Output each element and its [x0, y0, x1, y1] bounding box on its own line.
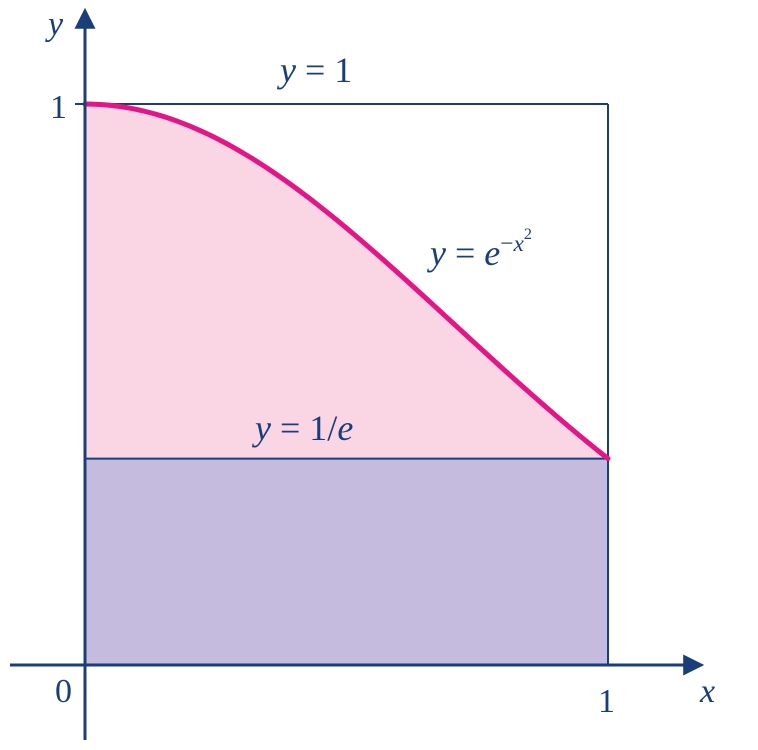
gaussian-area-chart: y x 0 1 1 y = 1 y = 1/e y = e−x2: [0, 0, 758, 750]
label-y-equals-inv-e: y = 1/e: [252, 408, 353, 448]
region-lower-rect: [85, 459, 608, 665]
ytick-1-label: 1: [50, 89, 67, 126]
y-axis-label: y: [45, 6, 64, 43]
label-y-equals-1: y = 1: [277, 50, 352, 90]
origin-label: 0: [55, 673, 72, 710]
xtick-1-label: 1: [598, 683, 615, 720]
region-under-curve: [85, 104, 608, 459]
x-axis-label: x: [699, 673, 715, 710]
label-curve-equation: y = e−x2: [427, 225, 532, 273]
